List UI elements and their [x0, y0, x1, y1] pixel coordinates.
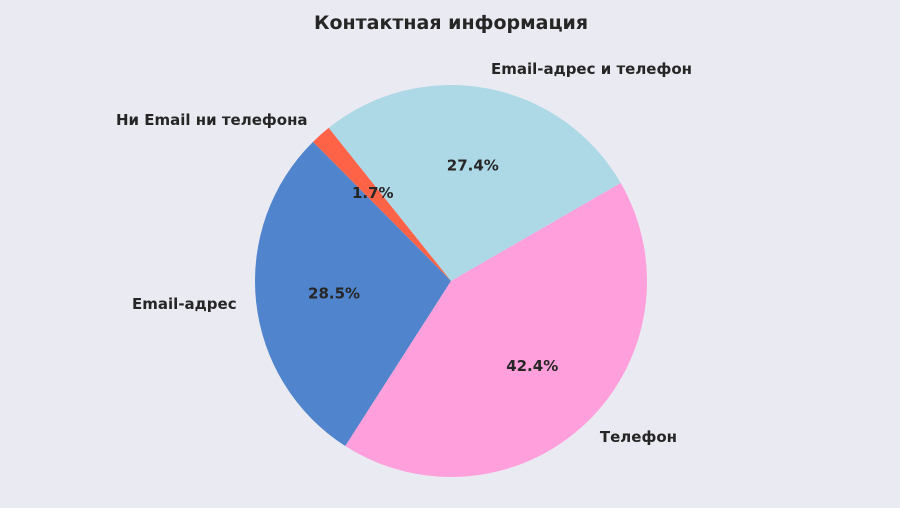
- slice-percent-4: 42.4%: [506, 357, 558, 375]
- slice-label-3: Email-адрес: [132, 295, 237, 313]
- slice-percent-2: 1.7%: [352, 184, 394, 202]
- pie-slices: [255, 85, 647, 477]
- slice-percent-1: 27.4%: [447, 156, 499, 174]
- slice-label-1: Email-адрес и телефон: [491, 60, 692, 78]
- slice-label-4: Телефон: [600, 428, 677, 446]
- pie-slice-4: [345, 183, 647, 477]
- slice-percent-3: 28.5%: [308, 284, 360, 302]
- slice-label-2: Ни Email ни телефона: [116, 111, 308, 129]
- chart-title: Контактная информация: [314, 12, 588, 34]
- pie-slice-1: [328, 85, 621, 281]
- pie-slice-2: [312, 127, 451, 281]
- pie-slice-3: [255, 141, 451, 447]
- pie-labels: Email-адрес и телефон 27.4% Ни Email ни те…: [116, 60, 692, 446]
